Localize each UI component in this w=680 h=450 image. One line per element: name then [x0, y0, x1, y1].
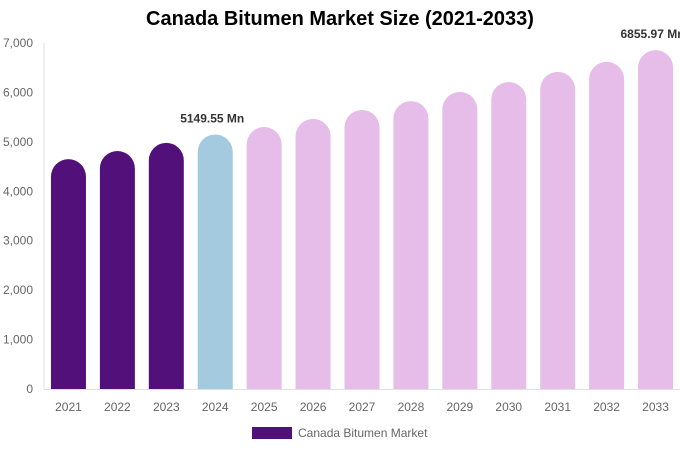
y-tick-label: 5,000: [3, 135, 33, 149]
bar-2023: [148, 142, 184, 389]
y-tick-label: 4,000: [3, 184, 33, 198]
y-tick-label: 1,000: [3, 333, 33, 347]
x-tick-label: 2025: [251, 400, 278, 414]
bar-2028: [393, 101, 429, 389]
x-tick-label: 2030: [495, 400, 522, 414]
legend: Canada Bitumen Market: [252, 426, 427, 440]
x-tick-label: 2032: [593, 400, 620, 414]
bar-2027: [344, 109, 380, 390]
data-label: 6855.97 Mn: [621, 27, 680, 41]
y-tick-label: 3,000: [3, 234, 33, 248]
y-tick-label: 2,000: [3, 283, 33, 297]
x-tick-label: 2033: [642, 400, 669, 414]
x-tick-label: 2031: [544, 400, 571, 414]
chart-title: Canada Bitumen Market Size (2021-2033): [146, 8, 534, 30]
y-tick-label: 0: [26, 382, 33, 396]
bar-2026: [295, 118, 331, 389]
x-tick-label: 2027: [349, 400, 376, 414]
bar-2032: [589, 61, 625, 389]
y-tick-label: 7,000: [3, 36, 33, 50]
x-tick-label: 2021: [55, 400, 82, 414]
x-tick-label: 2028: [398, 400, 425, 414]
legend-label: Canada Bitumen Market: [298, 426, 428, 440]
bar-2031: [540, 71, 576, 390]
x-tick-label: 2026: [300, 400, 327, 414]
y-tick-label: 6,000: [3, 85, 33, 99]
bar-2024: [197, 134, 233, 389]
x-tick-label: 2023: [153, 400, 180, 414]
legend-swatch: [252, 427, 292, 439]
x-tick-label: 2024: [202, 400, 229, 414]
bar-2021: [50, 159, 86, 389]
bar-2029: [442, 91, 478, 389]
data-label: 5149.55 Mn: [180, 111, 244, 125]
bar-2033: [638, 50, 674, 389]
bar-2030: [491, 82, 527, 389]
x-tick-label: 2022: [104, 400, 131, 414]
x-tick-label: 2029: [446, 400, 473, 414]
bar-2025: [246, 127, 282, 389]
bar-2022: [99, 151, 135, 389]
